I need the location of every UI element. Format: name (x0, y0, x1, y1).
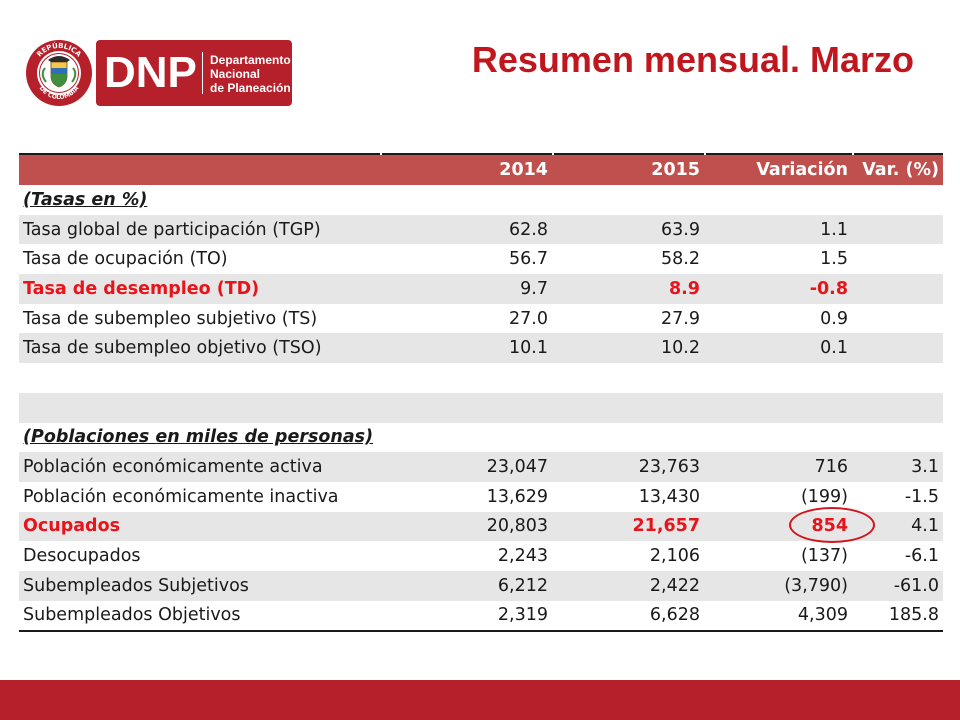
header-divider (704, 153, 706, 155)
table-row-highlight: Ocupados 20,803 21,657 854 4.1 (19, 511, 943, 542)
cell-variacion: 0.9 (820, 308, 848, 329)
cell-2014: 9.7 (520, 278, 548, 299)
cell-2015: 6,628 (649, 605, 700, 626)
table-row-highlight: Tasa de desempleo (TD) 9.7 8.9 -0.8 (19, 274, 943, 304)
cell-2014: 2,319 (497, 605, 548, 626)
table-row: Tasa global de participación (TGP) 62.8 … (19, 214, 943, 245)
cell-2015: 10.2 (661, 338, 700, 359)
summary-table: 2014 2015 Variación Var. (%) (Tasas en %… (19, 153, 943, 633)
row-label: Población económicamente inactiva (23, 486, 339, 507)
cell-2014: 10.1 (509, 338, 548, 359)
cell-2015: 63.9 (661, 219, 700, 240)
cell-var-pct: -1.5 (904, 486, 939, 507)
row-label: Tasa global de participación (TGP) (23, 219, 321, 240)
cell-variacion: 716 (814, 457, 848, 478)
table-header-row: 2014 2015 Variación Var. (%) (19, 153, 943, 185)
brand-name-line: Departamento (210, 53, 291, 67)
table-row: Tasa de subempleo subjetivo (TS) 27.0 27… (19, 304, 943, 334)
cell-variacion: 1.1 (820, 219, 848, 240)
section-title: (Tasas en %) (23, 189, 148, 210)
header-var-pct: Var. (%) (862, 160, 939, 180)
cell-2014: 13,629 (486, 486, 548, 507)
cell-2015: 21,657 (632, 516, 700, 537)
row-label: Desocupados (23, 546, 141, 567)
cell-2014: 27.0 (509, 308, 548, 329)
cell-2014: 6,212 (497, 575, 548, 596)
cell-2014: 20,803 (486, 516, 548, 537)
cell-2015: 2,422 (649, 575, 700, 596)
header-divider (380, 153, 382, 155)
table-row: Subempleados Objetivos 2,319 6,628 4,309… (19, 601, 943, 633)
row-label: Subempleados Subjetivos (23, 575, 249, 596)
cell-variacion: (137) (800, 546, 848, 567)
cell-2015: 23,763 (638, 457, 700, 478)
dnp-logo: REPÚBLICA DE COLOMBIA DNP Departamento N… (24, 38, 292, 108)
table-row: Tasa de ocupación (TO) 56.7 58.2 1.5 (19, 244, 943, 274)
brand-name-line: Nacional (210, 67, 261, 81)
header-divider (852, 153, 854, 155)
brand-acronym: DNP (104, 48, 197, 97)
colombia-seal-icon: REPÚBLICA DE COLOMBIA (26, 40, 92, 106)
row-label: Tasa de subempleo objetivo (TSO) (23, 338, 322, 359)
cell-variacion: (199) (800, 486, 848, 507)
section-title: (Poblaciones en miles de personas) (23, 427, 374, 448)
header-2015: 2015 (651, 160, 700, 180)
header-divider (552, 153, 554, 155)
row-label: Subempleados Objetivos (23, 605, 241, 626)
section-row-rates: (Tasas en %) (19, 185, 943, 215)
table-row: Desocupados 2,243 2,106 (137) -6.1 (19, 541, 943, 571)
cell-2015: 13,430 (638, 486, 700, 507)
brand-divider (202, 52, 203, 94)
brand-box: DNP Departamento Nacional de Planeación (96, 40, 292, 106)
table-row: Población económicamente inactiva 13,629… (19, 482, 943, 512)
cell-variacion: 4,309 (797, 605, 848, 626)
row-label: Tasa de desempleo (TD) (23, 278, 260, 299)
cell-2015: 2,106 (649, 546, 700, 567)
page-title: Resumen mensual. Marzo (471, 39, 914, 80)
cell-variacion: -0.8 (809, 278, 848, 299)
cell-var-pct: -61.0 (893, 575, 939, 596)
row-label: Tasa de ocupación (TO) (23, 249, 228, 270)
table-row: Tasa de subempleo objetivo (TSO) 10.1 10… (19, 333, 943, 364)
empty-row (19, 363, 943, 393)
cell-2014: 62.8 (509, 219, 548, 240)
cell-var-pct: -6.1 (904, 546, 939, 567)
cell-variacion: 1.5 (820, 249, 848, 270)
row-label: Ocupados (23, 516, 121, 537)
highlight-circle (789, 507, 875, 543)
cell-var-pct: 3.1 (911, 457, 939, 478)
row-label: Tasa de subempleo subjetivo (TS) (23, 308, 318, 329)
section-row-populations: (Poblaciones en miles de personas) (19, 423, 943, 453)
table-row: Población económicamente activa 23,047 2… (19, 452, 943, 482)
cell-2014: 2,243 (497, 546, 548, 567)
cell-2014: 23,047 (486, 457, 548, 478)
cell-2014: 56.7 (509, 249, 548, 270)
empty-row (19, 392, 943, 423)
cell-2015: 8.9 (668, 278, 700, 299)
cell-variacion: (3,790) (784, 575, 848, 596)
header-2014: 2014 (499, 160, 548, 180)
cell-2015: 58.2 (661, 249, 700, 270)
cell-var-pct: 185.8 (888, 605, 939, 626)
row-label: Población económicamente activa (23, 457, 323, 478)
brand-name-line: de Planeación (210, 81, 291, 95)
cell-variacion: 0.1 (820, 338, 848, 359)
brand-name: Departamento Nacional de Planeación (210, 53, 291, 95)
footer-bar (0, 680, 960, 720)
cell-2015: 27.9 (661, 308, 700, 329)
header-variacion: Variación (756, 160, 848, 180)
table-row: Subempleados Subjetivos 6,212 2,422 (3,7… (19, 570, 943, 601)
cell-var-pct: 4.1 (911, 516, 939, 537)
